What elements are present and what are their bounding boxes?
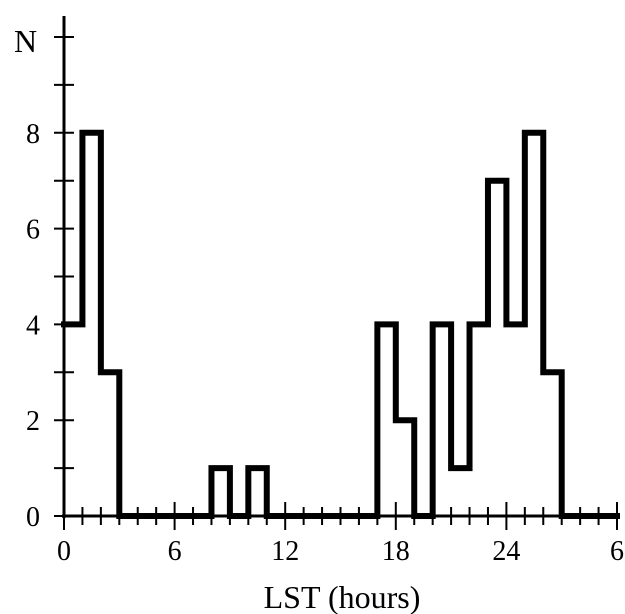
y-tick-labels: 0 2 4 6 8 — [26, 119, 40, 533]
y-tick-label: 8 — [26, 119, 40, 150]
x-tick-label: 0 — [57, 536, 71, 567]
x-tick-label: 24 — [492, 536, 520, 567]
y-tick-label: 2 — [26, 406, 40, 437]
x-tick-label: 12 — [271, 536, 299, 567]
x-axis-label: LST (hours) — [264, 579, 421, 614]
histogram-outline — [61, 129, 620, 519]
axis-ticks — [54, 36, 618, 530]
y-axis-label: N — [14, 23, 37, 59]
x-tick-label: 18 — [382, 536, 410, 567]
y-tick-label: 6 — [26, 215, 40, 246]
axes — [62, 16, 620, 518]
x-tick-labels: 0 6 12 18 24 6 — [57, 536, 624, 567]
y-tick-label: 0 — [26, 502, 40, 533]
x-tick-label: 6 — [168, 536, 182, 567]
y-tick-label: 4 — [26, 310, 40, 341]
x-tick-label: 6 — [610, 536, 624, 567]
